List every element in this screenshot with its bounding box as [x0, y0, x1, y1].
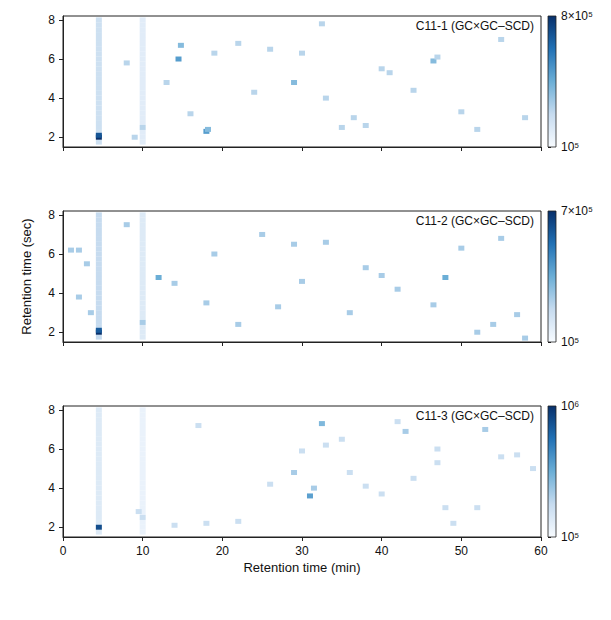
svg-text:C11-2 (GC×GC–SCD): C11-2 (GC×GC–SCD)	[416, 214, 534, 228]
svg-text:2: 2	[48, 130, 55, 144]
svg-text:0: 0	[60, 544, 67, 558]
svg-text:Retention time (min): Retention time (min)	[243, 560, 360, 575]
svg-text:20: 20	[216, 544, 230, 558]
svg-text:7×10⁵: 7×10⁵	[561, 204, 593, 218]
svg-text:C11-3 (GC×GC–SCD): C11-3 (GC×GC–SCD)	[416, 409, 534, 423]
svg-text:10⁵: 10⁵	[561, 140, 579, 154]
svg-text:30: 30	[295, 544, 309, 558]
svg-text:8: 8	[48, 13, 55, 27]
svg-text:4: 4	[48, 286, 55, 300]
svg-text:C11-1 (GC×GC–SCD): C11-1 (GC×GC–SCD)	[416, 19, 534, 33]
svg-text:10: 10	[136, 544, 150, 558]
svg-text:40: 40	[375, 544, 389, 558]
svg-text:6: 6	[48, 52, 55, 66]
svg-text:8×10⁵: 8×10⁵	[561, 9, 593, 23]
svg-text:8: 8	[48, 403, 55, 417]
svg-text:2: 2	[48, 520, 55, 534]
svg-text:10⁵: 10⁵	[561, 530, 579, 544]
svg-text:60: 60	[534, 544, 548, 558]
svg-text:4: 4	[48, 91, 55, 105]
svg-text:Retention time (sec): Retention time (sec)	[19, 218, 34, 334]
svg-text:10⁶: 10⁶	[561, 399, 579, 413]
svg-text:50: 50	[455, 544, 469, 558]
svg-text:8: 8	[48, 208, 55, 222]
svg-text:6: 6	[48, 247, 55, 261]
svg-text:6: 6	[48, 442, 55, 456]
svg-text:10⁵: 10⁵	[561, 335, 579, 349]
svg-text:2: 2	[48, 325, 55, 339]
svg-text:4: 4	[48, 481, 55, 495]
